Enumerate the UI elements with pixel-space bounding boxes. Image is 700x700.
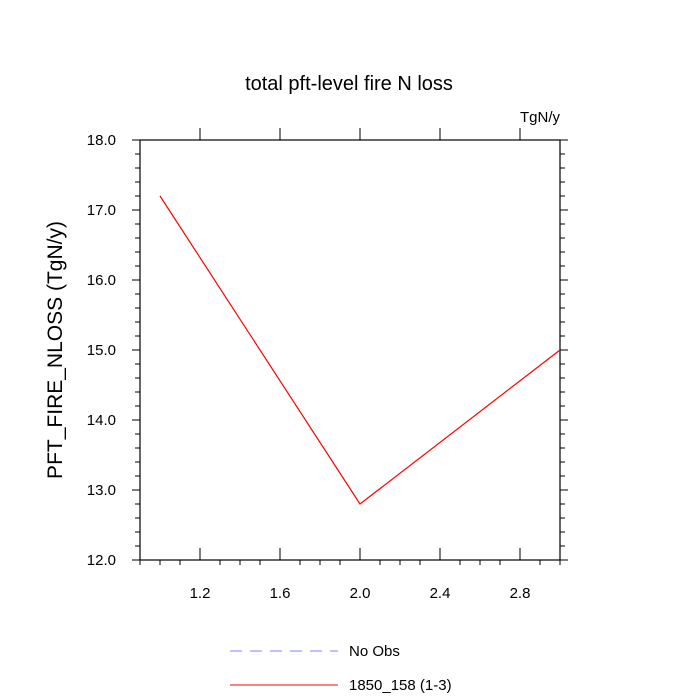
legend-label-1: 1850_158 (1-3) [349, 677, 452, 694]
legend-label-0: No Obs [349, 643, 400, 660]
x-tick-label: 2.8 [510, 585, 531, 602]
y-tick-label: 18.0 [87, 132, 116, 149]
y-tick-label: 13.0 [87, 482, 116, 499]
y-tick-label: 17.0 [87, 202, 116, 219]
y-tick-label: 14.0 [87, 412, 116, 429]
y-tick-label: 15.0 [87, 342, 116, 359]
x-tick-label: 2.0 [350, 585, 371, 602]
y-axis-label: PFT_FIRE_NLOSS (TgN/y) [44, 221, 67, 479]
units-label: TgN/y [520, 109, 561, 126]
x-tick-label: 1.6 [270, 585, 291, 602]
x-tick-label: 1.2 [190, 585, 211, 602]
plot-frame [139, 139, 561, 561]
chart-title: total pft-level fire N loss [245, 73, 453, 95]
y-tick-label: 16.0 [87, 272, 116, 289]
plot-area: 1.2 1.6 2.0 2.4 2.8 12.0 13.0 14.0 15.0 16.0 17.0 1… [87, 128, 568, 602]
series-line-1 [159, 195, 561, 505]
legend: No Obs 1850_158 (1-3) [230, 643, 452, 694]
x-tick-label: 2.4 [430, 585, 451, 602]
y-tick-label: 12.0 [87, 552, 116, 569]
